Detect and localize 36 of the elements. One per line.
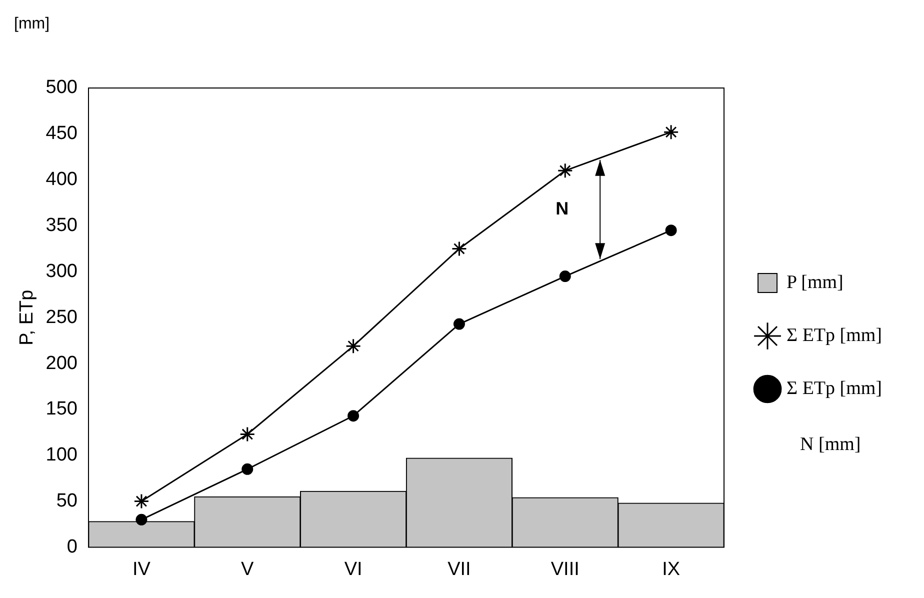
point xyxy=(242,463,254,475)
y-tick-label: 200 xyxy=(46,352,78,374)
x-tick-label: VI xyxy=(344,558,362,580)
x-tick-label: VII xyxy=(448,558,471,580)
point xyxy=(346,338,362,354)
point xyxy=(453,318,465,330)
legend-label: Σ ETp [mm] xyxy=(786,378,882,399)
y-tick-label: 250 xyxy=(46,306,78,328)
point xyxy=(665,224,677,236)
point xyxy=(240,426,256,442)
x-tick-label: VIII xyxy=(550,558,580,580)
point xyxy=(663,124,679,140)
x-tick-label: IX xyxy=(662,558,680,580)
x-tick-label: V xyxy=(241,558,254,580)
y-tick-label: 400 xyxy=(46,169,78,190)
y-tick-label: 350 xyxy=(46,214,78,236)
text: [mm] xyxy=(14,15,50,32)
y-tick-label: 50 xyxy=(56,490,78,512)
annotation: N xyxy=(556,198,569,218)
point xyxy=(451,240,467,256)
point xyxy=(136,514,148,526)
point xyxy=(557,162,573,178)
x-tick-label: IV xyxy=(132,558,151,580)
point xyxy=(134,494,150,510)
y-tick-label: 150 xyxy=(46,398,78,420)
point xyxy=(559,270,571,282)
y-axis-title: P, ETp xyxy=(16,290,38,346)
y-tick-label: 100 xyxy=(46,444,78,466)
point xyxy=(348,410,360,422)
legend-label: P [mm] xyxy=(786,272,844,293)
y-tick-label: 0 xyxy=(66,536,78,558)
y-tick-label: 300 xyxy=(46,260,78,282)
y-tick-label: 500 xyxy=(46,77,78,98)
legend-label: Σ ETp [mm] xyxy=(786,324,882,346)
text: N [mm] xyxy=(800,434,861,455)
y-tick-label: 450 xyxy=(46,123,78,144)
